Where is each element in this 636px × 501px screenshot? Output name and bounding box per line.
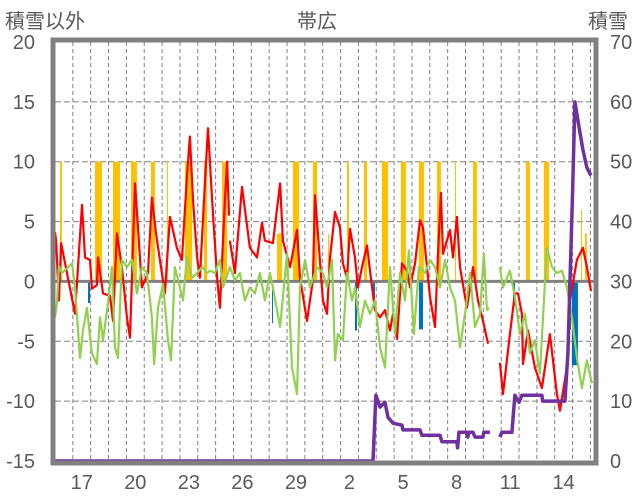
x-tick-label: 17 [71, 472, 93, 494]
bar-orange [580, 209, 582, 282]
y-tick-label: 5 [24, 212, 35, 234]
y2-tick-label: 50 [610, 152, 632, 174]
y-tick-label: 20 [13, 32, 35, 54]
bar-blue [373, 281, 376, 306]
bar-orange [59, 161, 62, 282]
x-tick-label: 11 [500, 472, 521, 494]
bar-orange [204, 161, 208, 282]
bar-orange [346, 161, 349, 282]
bar-orange [543, 161, 550, 282]
y2-tick-label: 10 [610, 391, 632, 413]
x-tick-label: 2 [344, 472, 355, 494]
y2-tick-label: 30 [610, 271, 632, 293]
bar-blue [272, 281, 274, 324]
x-tick-label: 23 [178, 472, 200, 494]
y2-tick-label: 70 [610, 32, 632, 54]
bar-orange [113, 161, 120, 282]
x-tick-label: 5 [397, 472, 408, 494]
x-tick-label: 29 [285, 472, 307, 494]
y-tick-label: 10 [13, 152, 35, 174]
bar-orange [381, 161, 389, 282]
y2-tick-label: 0 [610, 451, 621, 473]
series-line-purple [55, 100, 593, 463]
bar-orange [327, 233, 329, 282]
bar-orange [400, 161, 406, 282]
x-tick-label: 20 [124, 472, 146, 494]
bar-blue [571, 281, 578, 366]
bar-orange [184, 161, 193, 282]
y2-tick-label: 60 [610, 92, 632, 114]
y-tick-label: -10 [6, 391, 35, 413]
bar-orange [526, 161, 530, 282]
right-axis-title: 積雪 [588, 11, 628, 33]
x-tick-label: 8 [451, 472, 462, 494]
bar-orange [151, 161, 155, 282]
bar-orange [166, 161, 168, 282]
y2-tick-label: 40 [610, 212, 632, 234]
chart-title: 帯広 [297, 11, 337, 33]
series-line-green [53, 246, 593, 396]
bar-blue [88, 281, 90, 303]
bar-blue [418, 281, 424, 330]
bar-orange [292, 161, 299, 282]
x-tick-label: 26 [231, 472, 253, 494]
plot-frame [50, 37, 599, 466]
x-tick-label: 14 [553, 472, 575, 494]
left-axis-title: 積雪以外 [5, 11, 85, 33]
y-tick-label: -15 [6, 451, 35, 473]
bar-orange [277, 233, 283, 282]
y-tick-label: -5 [17, 331, 35, 353]
y2-tick-label: 20 [610, 331, 632, 353]
bar-orange [363, 161, 367, 282]
bar-blue [355, 281, 357, 331]
bar-orange [472, 161, 477, 282]
y-tick-label: 15 [13, 92, 35, 114]
bar-orange [94, 161, 102, 282]
y-tick-label: 0 [24, 271, 35, 293]
